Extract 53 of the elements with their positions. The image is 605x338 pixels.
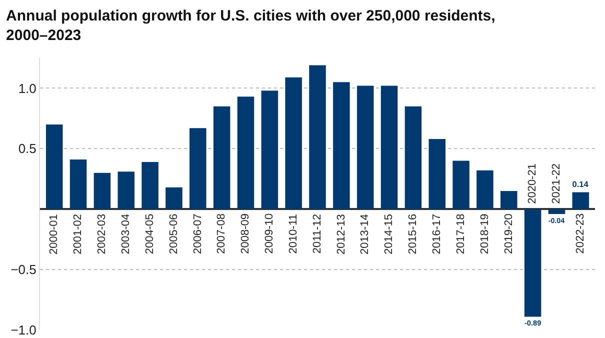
bar — [428, 139, 446, 210]
bar — [404, 106, 422, 210]
bar — [285, 77, 302, 210]
bar — [261, 90, 278, 210]
x-tick-label: 2003-04 — [120, 214, 132, 254]
x-tick-label: 2011-12 — [311, 214, 324, 254]
bar — [94, 172, 111, 210]
bar — [190, 128, 206, 210]
bar — [500, 190, 518, 210]
x-tick-label: 2014-15 — [383, 214, 396, 254]
chart-title: Annual population growth for U.S. cities with over 250,000 residents, 2000–2023 — [6, 7, 496, 44]
bar — [380, 86, 398, 210]
bar — [548, 209, 566, 214]
bar — [524, 209, 542, 317]
bar — [166, 187, 182, 210]
x-tick-label: 2021-22 — [550, 163, 563, 204]
bar — [476, 170, 494, 210]
data-label: 0.14 — [572, 180, 589, 189]
bar — [70, 160, 87, 210]
y-tick-label: −0.5 — [10, 262, 36, 278]
x-tick-label: 2022-23 — [574, 213, 587, 254]
bar — [213, 106, 230, 210]
x-tick-label: 2015-16 — [407, 214, 420, 254]
x-tick-label: 2009-10 — [264, 213, 276, 254]
y-tick-label: −1.0 — [10, 322, 36, 338]
bar — [237, 96, 254, 210]
x-tick-label: 2005-06 — [168, 214, 180, 254]
bar — [309, 65, 326, 210]
x-tick-label: 2017-18 — [454, 214, 467, 254]
y-tick-label: 0.5 — [18, 141, 36, 156]
bar — [333, 82, 350, 210]
x-tick-label: 2001-02 — [72, 214, 84, 254]
x-tick-label: 2008-09 — [240, 213, 252, 254]
bar — [142, 162, 158, 210]
x-tick-label: 2018-19 — [478, 214, 491, 254]
bar — [452, 160, 470, 210]
x-tick-label: 2007-08 — [216, 214, 228, 254]
x-tick-label: 2006-07 — [192, 214, 204, 254]
bar — [572, 192, 590, 210]
x-tick-label: 2012-13 — [335, 214, 348, 255]
x-tick-label: 2000-01 — [48, 214, 60, 254]
x-tick-label: 2004-05 — [144, 214, 156, 254]
data-label: -0.89 — [524, 318, 542, 328]
x-tick-label: 2019-20 — [502, 214, 515, 254]
bar — [118, 172, 134, 210]
bar — [46, 124, 63, 210]
x-tick-label: 2013-14 — [359, 214, 372, 254]
x-tick-label: 2020-21 — [526, 164, 539, 204]
y-tick-label: 1.0 — [18, 80, 36, 96]
x-tick-label: 2002-03 — [96, 214, 108, 254]
x-tick-label: 2010-11 — [287, 214, 300, 254]
bar — [356, 86, 374, 210]
x-tick-label: 2016-17 — [431, 214, 443, 254]
